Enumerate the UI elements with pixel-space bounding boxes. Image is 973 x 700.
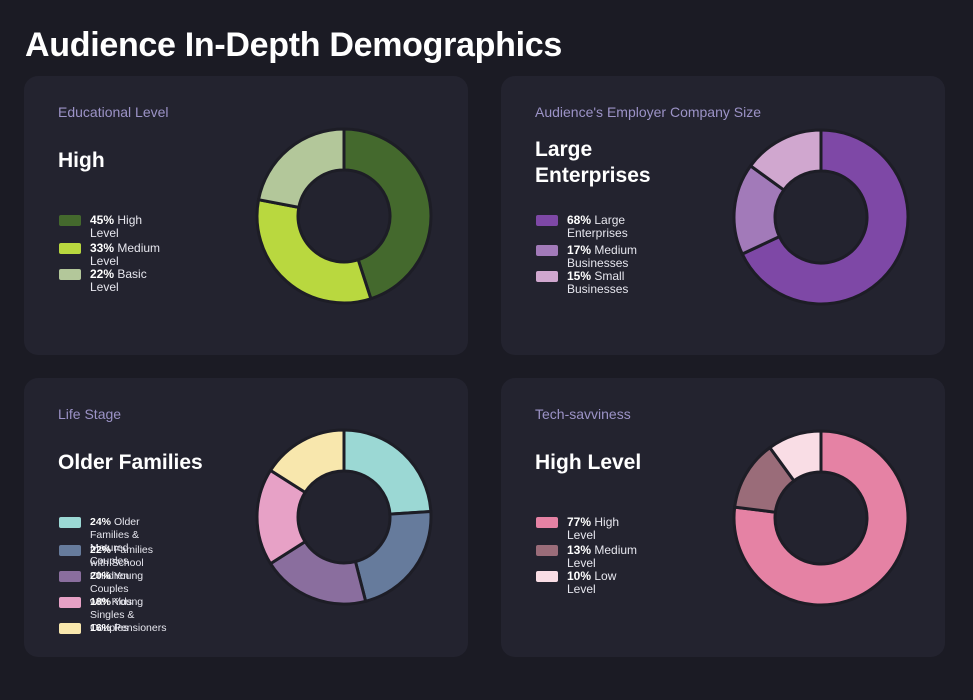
- legend-label: High Level: [90, 213, 143, 240]
- legend-item: 45% High Level: [59, 214, 142, 240]
- legend-item: 16% Pensioners: [59, 622, 166, 635]
- card-headline: Large Enterprises: [535, 138, 651, 187]
- legend-item: 17% Medium Businesses: [536, 244, 637, 270]
- card-headline: Older Families: [58, 451, 203, 474]
- donut-slice-families-with-school-children: [353, 509, 433, 604]
- legend-percent: 45%: [90, 213, 115, 227]
- legend-swatch: [536, 545, 558, 556]
- page-title: Audience In-Depth Demographics: [25, 26, 562, 64]
- legend-swatch: [59, 597, 81, 608]
- legend-item: 13% Medium Level: [536, 544, 637, 570]
- legend-label: Pensioners: [113, 622, 167, 634]
- card-label: Life Stage: [58, 406, 122, 422]
- legend-label: Medium Level: [90, 241, 161, 268]
- donut-slice-small-businesses: [748, 128, 823, 193]
- legend-label: Low Level: [567, 569, 617, 596]
- card-educational-level: Educational Level High 45% High Level 33…: [24, 76, 468, 355]
- legend-label: Basic Level: [90, 267, 147, 294]
- legend-swatch: [536, 271, 558, 282]
- legend-swatch: [536, 571, 558, 582]
- donut-slice-high-level: [342, 127, 433, 301]
- donut-slice-pensioners: [268, 428, 346, 495]
- legend-swatch: [59, 243, 81, 254]
- legend-percent: 20%: [90, 570, 112, 582]
- legend-label: High Level: [567, 515, 620, 542]
- legend-label: Families with School Children: [90, 544, 154, 582]
- donut-chart-company-size: [732, 128, 910, 306]
- card-tech-savviness: Tech-savviness High Level 77% High Level…: [501, 378, 945, 657]
- legend-item: 10% Low Level: [536, 570, 616, 596]
- card-headline: High Level: [535, 451, 642, 474]
- legend-swatch: [59, 545, 81, 556]
- legend-item: 68% Large Enterprises: [536, 214, 628, 240]
- legend-percent: 22%: [90, 267, 115, 281]
- donut-slice-large-enterprises: [740, 128, 910, 306]
- card-life-stage: Life Stage Older Families 24% Older Fami…: [24, 378, 468, 657]
- legend-percent: 13%: [567, 543, 592, 557]
- legend-swatch: [59, 215, 81, 226]
- legend-item: 77% High Level: [536, 516, 619, 542]
- legend-label: Older Families & Matured Couples: [90, 516, 140, 567]
- legend-swatch: [59, 269, 81, 280]
- card-employer-company-size: Audience's Employer Company Size Large E…: [501, 76, 945, 355]
- legend-percent: 22%: [90, 544, 112, 556]
- legend-percent: 77%: [567, 515, 592, 529]
- legend-percent: 24%: [90, 516, 112, 528]
- legend-swatch: [59, 517, 81, 528]
- donut-slice-medium-level: [255, 197, 373, 305]
- legend-label: Large Enterprises: [567, 213, 628, 240]
- donut-chart-life-stage: [255, 428, 433, 606]
- legend-item: 20% Young Couples with Kids: [59, 570, 143, 609]
- legend-percent: 68%: [567, 213, 592, 227]
- legend-label: Medium Level: [567, 543, 638, 570]
- card-label: Tech-savviness: [535, 406, 631, 422]
- legend-label: Small Businesses: [567, 269, 629, 296]
- donut-slice-low-level: [767, 429, 823, 483]
- legend-label: Young Singles & Couples: [90, 596, 144, 634]
- legend-percent: 17%: [567, 243, 592, 257]
- legend-item: 22% Basic Level: [59, 268, 147, 294]
- legend-item: 33% Medium Level: [59, 242, 160, 268]
- legend-percent: 33%: [90, 241, 115, 255]
- donut-slice-high-level: [732, 429, 910, 607]
- legend-percent: 16%: [90, 622, 112, 634]
- legend-swatch: [536, 215, 558, 226]
- legend-item: 24% Older Families & Matured Couples: [59, 516, 140, 568]
- legend-label: Medium Businesses: [567, 243, 638, 270]
- legend-swatch: [59, 571, 81, 582]
- legend-percent: 18%: [90, 596, 112, 608]
- legend-item: 15% Small Businesses: [536, 270, 628, 296]
- card-label: Educational Level: [58, 104, 169, 120]
- legend-swatch: [536, 517, 558, 528]
- legend-item: 18% Young Singles & Couples: [59, 596, 143, 635]
- donut-slice-older-families-matured-couples: [342, 428, 433, 516]
- legend-percent: 10%: [567, 569, 592, 583]
- legend-swatch: [536, 245, 558, 256]
- card-label: Audience's Employer Company Size: [535, 104, 762, 120]
- legend-swatch: [59, 623, 81, 634]
- card-headline: High: [58, 149, 105, 172]
- legend-percent: 15%: [567, 269, 592, 283]
- donut-slice-basic-level: [256, 127, 346, 210]
- legend-label: Young Couples with Kids: [90, 570, 144, 608]
- donut-chart-educational-level: [255, 127, 433, 305]
- legend-item: 22% Families with School Children: [59, 544, 153, 583]
- donut-chart-tech-savviness: [732, 429, 910, 607]
